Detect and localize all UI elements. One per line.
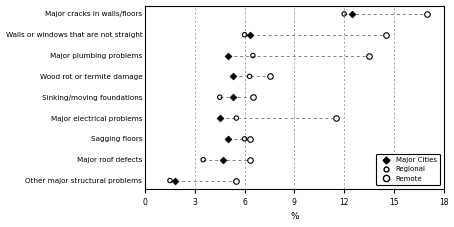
Point	[365, 54, 373, 57]
Point	[241, 137, 248, 141]
Point	[246, 33, 253, 37]
Point	[246, 158, 253, 162]
Point	[219, 158, 227, 162]
Point	[241, 33, 248, 37]
Point	[424, 12, 431, 16]
Point	[199, 158, 207, 162]
Point	[233, 179, 240, 182]
Point	[229, 74, 237, 78]
X-axis label: %: %	[290, 212, 299, 222]
Point	[216, 95, 223, 99]
Point	[340, 12, 348, 16]
Point	[266, 74, 273, 78]
Point	[332, 116, 340, 120]
Point	[249, 95, 257, 99]
Point	[246, 74, 253, 78]
Point	[224, 137, 232, 141]
Point	[224, 54, 232, 57]
Point	[166, 179, 173, 182]
Point	[171, 179, 178, 182]
Point	[229, 95, 237, 99]
Legend: Major Cities, Regional, Remote: Major Cities, Regional, Remote	[375, 153, 440, 185]
Point	[349, 12, 356, 16]
Point	[233, 116, 240, 120]
Point	[382, 33, 389, 37]
Point	[249, 54, 257, 57]
Point	[216, 116, 223, 120]
Point	[246, 137, 253, 141]
